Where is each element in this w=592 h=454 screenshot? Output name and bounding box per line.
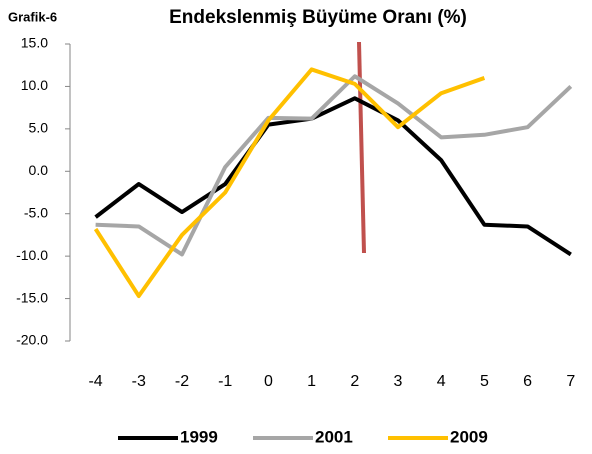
x-tick-label: -4 <box>88 373 102 390</box>
y-tick-label: 0.0 <box>29 162 49 178</box>
y-tick-label: -20.0 <box>16 332 48 348</box>
x-tick-label: 1 <box>307 373 316 390</box>
x-tick-label: 6 <box>523 373 532 390</box>
series-line <box>93 67 486 299</box>
x-tick-label: -2 <box>175 373 189 390</box>
chart-label: Grafik-6 <box>8 9 57 24</box>
marker-line <box>357 41 366 254</box>
y-tick-label: -10.0 <box>16 247 48 263</box>
y-tick-label: 5.0 <box>29 120 49 136</box>
y-tick-label: 15.0 <box>21 35 48 51</box>
x-tick-label: -1 <box>218 373 232 390</box>
legend-label: 2009 <box>450 427 488 446</box>
legend-label: 1999 <box>180 427 218 446</box>
y-tick-label: -5.0 <box>24 204 48 220</box>
x-tick-label: 0 <box>264 373 273 390</box>
x-tick-label: 2 <box>350 373 359 390</box>
y-tick-label: 10.0 <box>21 77 48 93</box>
legend-label: 2001 <box>315 427 353 446</box>
y-tick-label: -15.0 <box>16 289 48 305</box>
series-line <box>94 96 572 257</box>
x-tick-label: 4 <box>437 373 446 390</box>
x-tick-label: 7 <box>566 373 575 390</box>
series-line <box>95 74 573 257</box>
x-tick-label: 3 <box>394 373 403 390</box>
x-tick-label: -3 <box>132 373 146 390</box>
chart-title: Endekslenmiş Büyüme Oranı (%) <box>169 7 467 28</box>
x-tick-label: 5 <box>480 373 489 390</box>
